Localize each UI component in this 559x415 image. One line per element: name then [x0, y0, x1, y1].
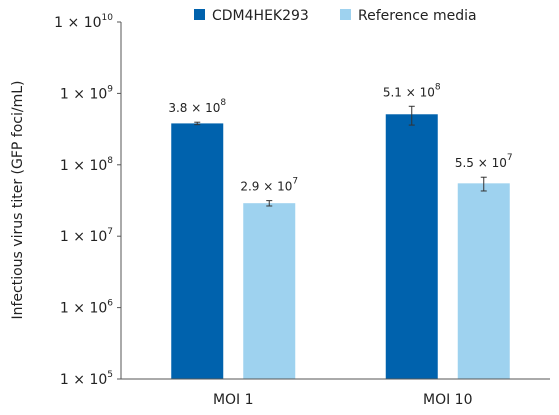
legend-label: CDM4HEK293 [212, 8, 309, 24]
y-tick-label: 1 × 106 [60, 299, 113, 317]
bar-reference-media [457, 183, 510, 379]
y-tick-label-times: × 10 [69, 86, 107, 102]
y-tick-label-exponent: 7 [107, 227, 113, 237]
y-tick-label-times: × 10 [69, 158, 107, 174]
bar-cdm4hek293 [171, 123, 224, 380]
y-tick-label-mantissa: 1 [54, 15, 63, 31]
y-tick-label-exponent: 10 [102, 13, 114, 23]
y-tick-label-mantissa: 1 [60, 229, 69, 245]
data-label-times: × 10 [474, 156, 507, 170]
data-label-mantissa: 3.8 [168, 101, 187, 115]
y-tick-label-times: × 10 [69, 301, 107, 317]
x-category-label: MOI 1 [213, 392, 254, 408]
x-category-label: MOI 10 [423, 392, 473, 408]
legend: CDM4HEK293 Reference media [194, 8, 477, 24]
error-bars [194, 105, 487, 207]
y-tick-label-mantissa: 1 [60, 301, 69, 317]
y-tick-label-mantissa: 1 [60, 158, 69, 174]
data-label-mantissa: 5.5 [455, 156, 474, 170]
data-label: 5.5 × 107 [455, 153, 513, 170]
legend-label: Reference media [358, 8, 477, 24]
x-axis-category-labels: MOI 1 MOI 10 [213, 392, 473, 408]
y-tick-label-mantissa: 1 [60, 86, 69, 102]
y-tick-label-mantissa: 1 [60, 372, 69, 388]
data-label-times: × 10 [259, 180, 292, 194]
data-label-times: × 10 [187, 101, 220, 115]
legend-swatch [340, 9, 351, 20]
y-tick-label: 1 × 105 [60, 370, 113, 388]
legend-swatch [194, 9, 205, 20]
data-label-mantissa: 2.9 [240, 180, 259, 194]
data-label-mantissa: 5.1 [383, 85, 402, 99]
y-tick-label: 1 × 1010 [54, 13, 113, 31]
y-tick-label-exponent: 6 [107, 299, 113, 309]
data-label-times: × 10 [402, 85, 435, 99]
data-label-exponent: 7 [507, 153, 513, 163]
y-tick-label-exponent: 5 [107, 370, 113, 380]
data-label-exponent: 8 [220, 98, 226, 108]
y-tick-label: 1 × 107 [60, 227, 113, 245]
y-tick-label-times: × 10 [63, 15, 101, 31]
data-label: 2.9 × 107 [240, 177, 298, 194]
bars [171, 114, 510, 380]
data-label: 5.1 × 108 [383, 82, 441, 99]
data-label-exponent: 7 [292, 177, 298, 187]
y-tick-label-exponent: 9 [107, 84, 113, 94]
y-tick-label: 1 × 109 [60, 84, 113, 102]
y-tick-label: 1 × 108 [60, 156, 113, 174]
data-label-exponent: 8 [435, 82, 441, 92]
data-label: 3.8 × 108 [168, 98, 226, 115]
y-tick-label-times: × 10 [69, 229, 107, 245]
bar-cdm4hek293 [385, 114, 438, 380]
y-axis-title: Infectious virus titer (GFP foci/mL) [10, 81, 26, 320]
y-tick-label-exponent: 8 [107, 156, 113, 166]
y-tick-label-times: × 10 [69, 372, 107, 388]
bar-reference-media [243, 203, 296, 379]
